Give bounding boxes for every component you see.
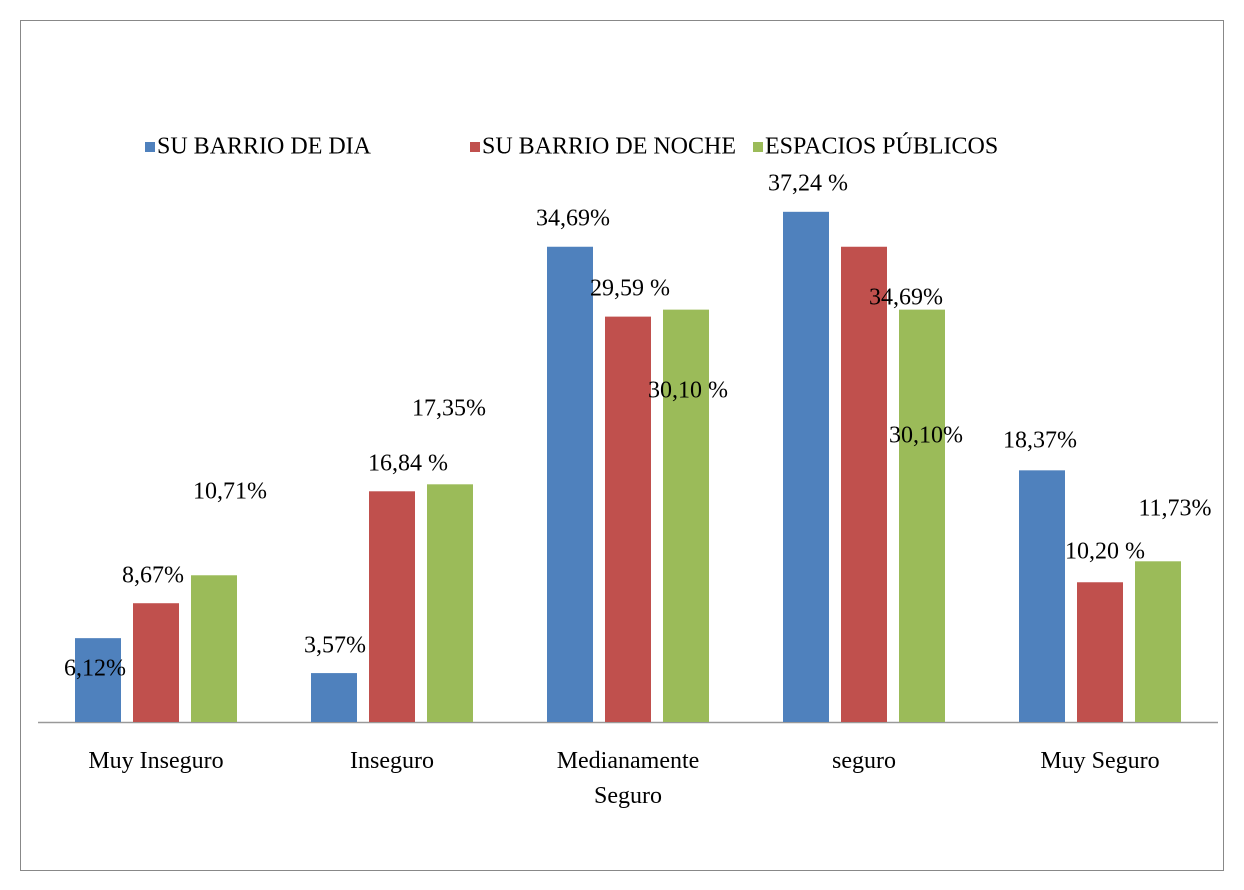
data-label: 11,73% bbox=[1138, 496, 1211, 522]
data-label: 34,69% bbox=[869, 285, 943, 311]
bar bbox=[1077, 582, 1123, 722]
bar bbox=[75, 638, 121, 722]
x-tick-label: Muy Seguro bbox=[1040, 748, 1160, 774]
data-label: 8,67% bbox=[122, 563, 184, 589]
x-tick-label: Muy Inseguro bbox=[88, 748, 224, 774]
legend-swatch bbox=[145, 142, 155, 152]
data-label: 29,59 % bbox=[590, 276, 670, 302]
bar bbox=[547, 246, 593, 722]
data-label: 16,84 % bbox=[368, 451, 448, 477]
data-label: 3,57% bbox=[304, 633, 366, 659]
data-label: 10,71% bbox=[193, 479, 267, 505]
x-tick-label: seguro bbox=[832, 748, 896, 774]
data-label: 34,69% bbox=[536, 206, 610, 232]
bar bbox=[1135, 561, 1181, 722]
bar bbox=[427, 484, 473, 722]
data-label: 17,35% bbox=[412, 396, 486, 422]
legend-label: SU BARRIO DE DIA bbox=[157, 134, 372, 160]
data-label: 6,12% bbox=[64, 656, 126, 682]
bar bbox=[133, 603, 179, 722]
data-label: 30,10 % bbox=[648, 378, 728, 404]
legend-swatch bbox=[753, 142, 763, 152]
legend-swatch bbox=[470, 142, 480, 152]
data-label: 10,20 % bbox=[1065, 539, 1145, 565]
legend-label: SU BARRIO DE NOCHE bbox=[482, 134, 736, 160]
legend-label: ESPACIOS PÚBLICOS bbox=[765, 133, 998, 160]
bar bbox=[311, 673, 357, 722]
x-tick-label: Inseguro bbox=[350, 748, 434, 774]
data-label: 18,37% bbox=[1003, 428, 1077, 454]
data-label: 37,24 % bbox=[768, 171, 848, 197]
bar bbox=[1019, 470, 1065, 722]
bar bbox=[605, 316, 651, 722]
data-label: 30,10% bbox=[889, 423, 963, 449]
bar bbox=[783, 211, 829, 722]
x-tick-label: Medianamente Seguro bbox=[556, 748, 700, 809]
bar bbox=[369, 491, 415, 722]
bar bbox=[191, 575, 237, 722]
bar bbox=[841, 246, 887, 722]
bar bbox=[899, 309, 945, 722]
bar bbox=[663, 309, 709, 722]
